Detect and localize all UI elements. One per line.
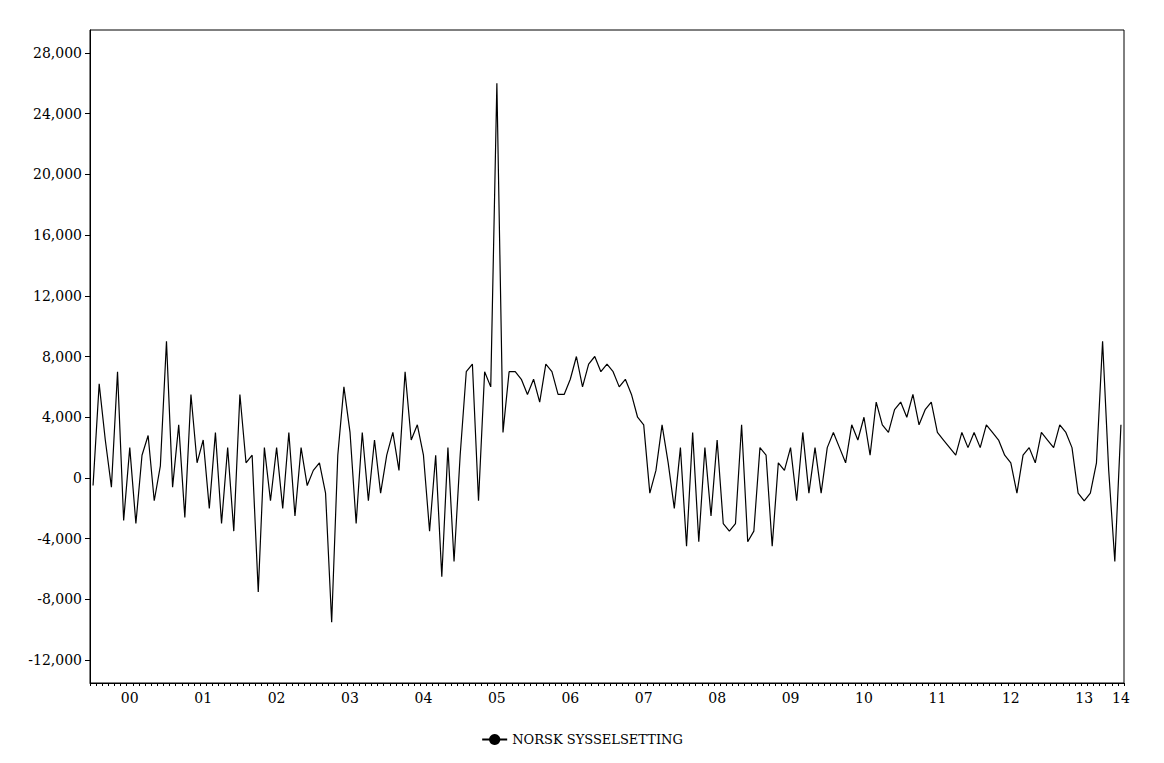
svg-text:00: 00 bbox=[121, 690, 139, 706]
svg-text:13: 13 bbox=[1075, 690, 1093, 706]
svg-text:01: 01 bbox=[194, 690, 212, 706]
svg-text:04: 04 bbox=[415, 690, 433, 706]
svg-text:10: 10 bbox=[855, 690, 873, 706]
svg-text:08: 08 bbox=[708, 690, 726, 706]
svg-text:07: 07 bbox=[635, 690, 653, 706]
svg-text:-8,000: -8,000 bbox=[37, 591, 82, 607]
svg-text:14: 14 bbox=[1112, 690, 1130, 706]
svg-text:0: 0 bbox=[73, 470, 82, 486]
svg-text:02: 02 bbox=[268, 690, 286, 706]
svg-text:NORSK SYSSELSETTING: NORSK SYSSELSETTING bbox=[512, 732, 683, 747]
svg-text:12,000: 12,000 bbox=[33, 288, 82, 304]
svg-text:09: 09 bbox=[782, 690, 800, 706]
svg-text:03: 03 bbox=[341, 690, 359, 706]
svg-text:-12,000: -12,000 bbox=[28, 652, 82, 668]
svg-text:11: 11 bbox=[928, 690, 946, 706]
svg-text:05: 05 bbox=[488, 690, 506, 706]
svg-text:8,000: 8,000 bbox=[42, 349, 82, 365]
svg-text:4,000: 4,000 bbox=[42, 409, 82, 425]
svg-text:16,000: 16,000 bbox=[33, 227, 82, 243]
svg-text:28,000: 28,000 bbox=[33, 45, 82, 61]
svg-text:24,000: 24,000 bbox=[33, 106, 82, 122]
svg-text:12: 12 bbox=[1002, 690, 1020, 706]
svg-text:06: 06 bbox=[561, 690, 579, 706]
svg-text:20,000: 20,000 bbox=[33, 166, 82, 182]
svg-text:-4,000: -4,000 bbox=[37, 531, 82, 547]
